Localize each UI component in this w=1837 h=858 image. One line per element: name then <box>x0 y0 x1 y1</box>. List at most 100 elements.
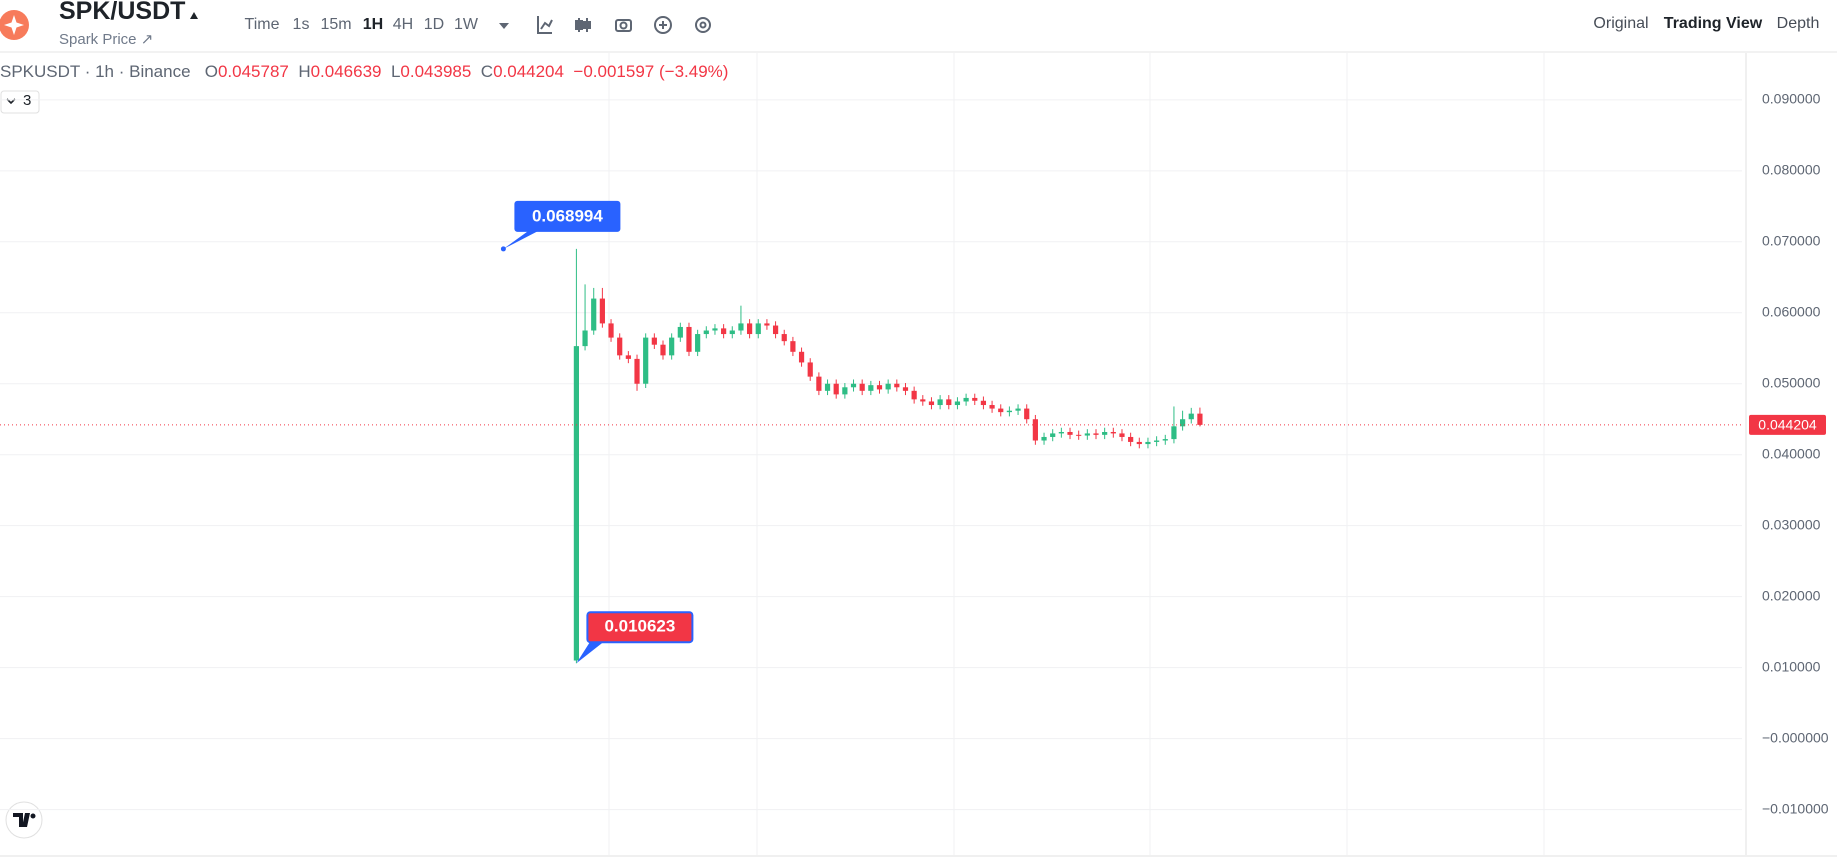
last-price-label: 0.044204 <box>1758 417 1817 433</box>
candle-body <box>937 399 943 406</box>
candle-body <box>772 325 779 335</box>
candle-body <box>1154 440 1160 442</box>
candle-body <box>1180 419 1186 427</box>
candle-body <box>1015 408 1021 411</box>
candle-body <box>747 323 753 335</box>
candle-body <box>625 355 631 359</box>
y-tick-label: 0.060000 <box>1762 303 1821 319</box>
candle-body <box>1024 408 1030 420</box>
view-tab[interactable]: Trading View <box>1663 15 1763 32</box>
high-label: 0.068994 <box>532 206 603 225</box>
change-percent: (−3.49%) <box>659 62 729 81</box>
candle-body <box>651 337 657 345</box>
interval-button[interactable]: 1W <box>454 16 478 33</box>
candle-body <box>617 337 623 356</box>
y-tick-label: 0.030000 <box>1762 516 1821 532</box>
candle-body <box>1162 439 1168 441</box>
low-label-box <box>586 611 694 644</box>
candle-body <box>591 298 597 331</box>
high-label-box <box>514 200 621 232</box>
high-value: 0.046639 <box>310 62 382 81</box>
candle-body <box>894 383 900 388</box>
candle-body <box>1136 441 1142 445</box>
candle-body <box>928 401 935 406</box>
interval-dropdown[interactable] <box>499 23 509 29</box>
symbol-subtitle[interactable]: Spark Price ↗ <box>59 31 154 48</box>
candle-body <box>902 387 909 391</box>
open-label: O <box>204 62 218 81</box>
interval-button[interactable]: 1D <box>423 16 445 33</box>
low-value: 0.043985 <box>400 62 472 81</box>
candle-body <box>1058 431 1064 434</box>
indicator-count[interactable]: 3 <box>23 92 32 109</box>
candle-body <box>764 323 770 326</box>
low-label: L <box>390 62 401 81</box>
indicator-toggle[interactable] <box>0 90 40 114</box>
candle-body <box>1067 431 1073 435</box>
candle-body <box>963 397 969 402</box>
high-label: H <box>298 62 311 81</box>
candle-body <box>669 337 675 356</box>
candle-body <box>980 400 987 406</box>
interval-button[interactable]: 15m <box>320 16 352 33</box>
candle-body <box>946 399 952 406</box>
close-label: C <box>480 62 494 81</box>
interval-button[interactable]: 1H <box>362 16 384 33</box>
view-tab[interactable]: Original <box>1593 15 1649 32</box>
interval-button[interactable]: Time <box>244 16 280 33</box>
candle-body <box>582 330 588 347</box>
candle-body <box>721 328 727 335</box>
y-tick-label: 0.070000 <box>1762 232 1821 248</box>
candle-body <box>695 334 701 352</box>
candle-body <box>1084 433 1090 436</box>
candle-body <box>712 328 718 331</box>
candle-body <box>833 383 839 395</box>
symbol[interactable]: SPK/USDT <box>59 0 186 25</box>
candle-body <box>989 405 995 409</box>
candle-body <box>608 323 614 338</box>
candle-body <box>1110 431 1116 434</box>
candle-body <box>998 408 1004 413</box>
candle-body <box>798 351 805 363</box>
y-tick-label: −0.010000 <box>1762 800 1829 816</box>
candle-body <box>738 323 744 331</box>
candle-body <box>1093 433 1099 435</box>
candle-body <box>885 383 891 390</box>
candle-body <box>807 362 813 377</box>
y-tick-label: 0.080000 <box>1762 162 1821 178</box>
low-pointer <box>576 641 605 664</box>
y-tick-label: −0.000000 <box>1762 729 1829 745</box>
symbol-caret[interactable] <box>190 12 198 19</box>
interval-button[interactable]: 1s <box>292 16 310 33</box>
candle-body <box>876 385 883 390</box>
candle-body <box>868 385 874 391</box>
low-label: 0.010623 <box>604 617 675 636</box>
candle-body <box>954 401 961 406</box>
tradingview-logo[interactable] <box>5 801 43 839</box>
change: −0.001597 <box>573 62 655 81</box>
interval-button[interactable]: 4H <box>392 16 414 33</box>
ohlc-legend: SPKUSDT · 1h · Binance O0.045787 H0.0466… <box>0 62 728 82</box>
close-value: 0.044204 <box>493 62 564 81</box>
candle-body <box>1197 413 1203 425</box>
candle-body <box>1188 413 1194 420</box>
candle-body <box>599 298 605 324</box>
view-tab[interactable]: Depth <box>1776 15 1820 32</box>
candle-body <box>1041 436 1047 441</box>
high-pointer <box>503 230 539 249</box>
candle-body <box>1032 419 1038 441</box>
candle-body <box>972 397 978 401</box>
candle-body <box>573 346 579 661</box>
candle-body <box>1076 434 1082 436</box>
candle-body <box>920 399 926 402</box>
candle-body <box>677 326 683 338</box>
candle-body <box>816 376 822 391</box>
candle-body <box>1145 441 1151 445</box>
toolbar-icons[interactable] <box>537 16 711 34</box>
candle-body <box>790 341 796 352</box>
y-tick-label: 0.050000 <box>1762 374 1821 390</box>
candle-body <box>842 387 848 395</box>
candle-body <box>643 337 649 384</box>
